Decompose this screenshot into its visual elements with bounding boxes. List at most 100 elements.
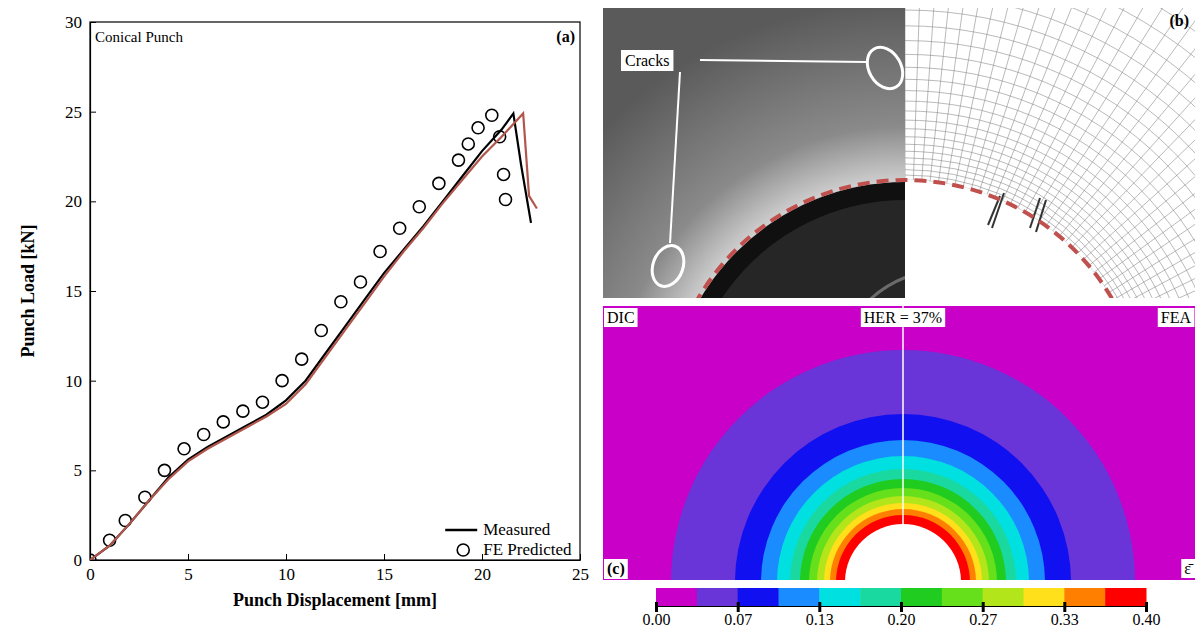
- panel-text-box: [1158, 308, 1195, 327]
- tick-mark: [580, 554, 581, 560]
- tick: 10: [278, 554, 295, 584]
- axis: 051015202530: [65, 13, 96, 570]
- tick-label: 15: [65, 282, 82, 301]
- data-point: [158, 464, 170, 476]
- data-point: [198, 428, 210, 440]
- data-point: [217, 416, 229, 428]
- mesh-spoke: [1018, 8, 1195, 208]
- colorbar-segment: [901, 588, 942, 606]
- tick-mark: [90, 470, 96, 471]
- mesh-ring: [905, 170, 1155, 298]
- panel-label: (a): [556, 28, 575, 46]
- mesh-spoke: [1089, 8, 1195, 266]
- mesh-ring: [905, 151, 1174, 298]
- tick-label: 0.27: [969, 611, 997, 628]
- tick-label: 30: [65, 13, 82, 32]
- tick-mark: [90, 381, 96, 382]
- tick: 0.07: [724, 602, 752, 628]
- chart-title: Conical Punch: [95, 29, 183, 45]
- tick-label: 0.07: [724, 611, 752, 628]
- panel-title: HER = 37%: [864, 309, 942, 326]
- colorbar-segment: [819, 588, 860, 606]
- photo-punch: [835, 270, 905, 298]
- mesh-spoke: [1131, 174, 1195, 298]
- photo: [603, 8, 905, 298]
- data-point: [462, 138, 474, 150]
- data-point: [452, 154, 464, 166]
- tick: 0.27: [969, 602, 997, 628]
- data-point: [354, 276, 366, 288]
- tick-label: 25: [572, 565, 589, 584]
- legend-label: FE Predicted: [483, 540, 572, 559]
- colorbar: 0.000.070.130.200.270.330.40: [643, 588, 1161, 628]
- mesh-ring: [905, 8, 1195, 298]
- tick: 30: [65, 13, 96, 32]
- crack-marker: [860, 41, 910, 95]
- data-point: [237, 405, 249, 417]
- mesh-ring: [905, 8, 1195, 298]
- photo-hole: [667, 182, 905, 298]
- mesh-ring: [905, 8, 1195, 298]
- mesh-ring: [905, 8, 1195, 298]
- mesh-spoke: [1104, 17, 1195, 285]
- mesh-spoke: [1133, 198, 1195, 298]
- arrow: [670, 72, 680, 243]
- hole-edge: [665, 180, 1145, 298]
- mesh-spoke: [1140, 270, 1195, 298]
- mesh-spoke: [947, 8, 1030, 184]
- data-point: [315, 324, 327, 336]
- tick-mark: [286, 554, 287, 560]
- mesh-spoke: [963, 8, 1079, 187]
- mesh-spoke: [1032, 8, 1195, 216]
- tick-mark: [188, 554, 189, 560]
- tick-mark: [90, 291, 96, 292]
- panel-label: (b): [1169, 12, 1189, 30]
- mesh-spoke: [1117, 82, 1195, 298]
- contour-field: [603, 306, 1195, 580]
- mesh-spoke: [905, 8, 906, 180]
- tick-label: 15: [376, 565, 393, 584]
- tick-label: 10: [65, 372, 82, 391]
- tick: 25: [65, 103, 96, 122]
- data-point: [494, 131, 506, 143]
- colorbar-segment: [738, 588, 779, 606]
- tick: 0.20: [888, 602, 916, 628]
- photo-flange: [685, 200, 905, 298]
- tick: 5: [74, 461, 97, 480]
- tick: 5: [184, 554, 193, 584]
- tick: 0.00: [643, 602, 671, 628]
- plot-frame: [90, 22, 580, 560]
- panel-text: FEA: [1161, 309, 1192, 326]
- tick: 10: [65, 372, 96, 391]
- data-point: [394, 222, 406, 234]
- legend-label: Measured: [483, 520, 551, 539]
- tick: 20: [65, 192, 96, 211]
- divider: [902, 306, 904, 580]
- panel-b: Cracks(b): [185, 0, 1197, 639]
- mesh-ring: [905, 8, 1195, 298]
- data-point: [374, 246, 386, 258]
- crack-marker: [647, 241, 690, 291]
- tick-mark: [90, 22, 96, 23]
- tick-label: 0.33: [1051, 611, 1079, 628]
- mesh: [905, 8, 1195, 298]
- mesh-spoke: [971, 8, 1103, 189]
- mesh-ring: [905, 8, 1195, 298]
- mesh-spoke: [1072, 8, 1195, 247]
- data-point: [413, 201, 425, 213]
- mesh-spoke: [1141, 295, 1195, 298]
- data-point: [256, 396, 268, 408]
- mesh-spoke: [938, 8, 1005, 182]
- mesh-spoke: [1066, 8, 1195, 242]
- tick: 15: [65, 282, 96, 301]
- y-axis-title: Punch Load [kN]: [18, 224, 38, 357]
- colorbar-segment: [779, 588, 820, 606]
- mesh-spoke: [1010, 8, 1195, 204]
- mesh-spoke: [1121, 104, 1195, 298]
- mesh-ring: [905, 137, 1188, 298]
- mesh-ring: [905, 54, 1195, 298]
- tick-label: 0.00: [643, 611, 671, 628]
- mesh-ring: [905, 101, 1195, 298]
- mesh-ring: [905, 8, 1195, 298]
- mesh-ring: [905, 8, 1195, 298]
